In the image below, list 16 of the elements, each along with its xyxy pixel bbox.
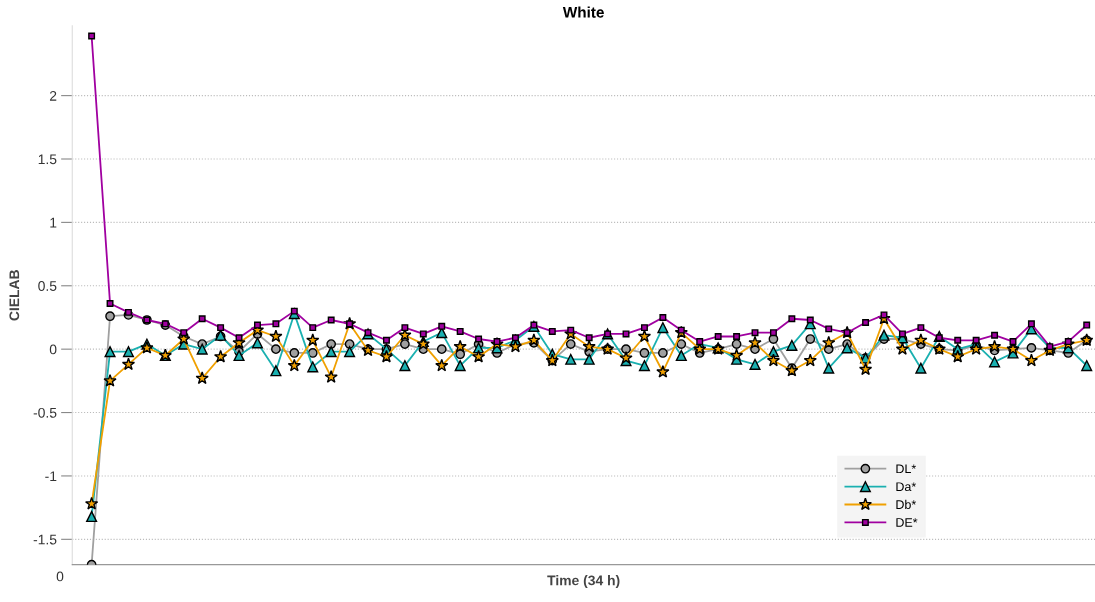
y-tick-label: 2 [49,90,57,101]
y-tick-label: 1.5 [38,154,57,165]
y-tick-label: -1.5 [33,534,57,545]
y-tick-label: -0.5 [33,407,57,418]
y-tick-label: 1 [50,217,57,228]
y-axis-title: CIELAB [9,270,20,321]
legend-label: Da* [896,482,917,492]
y-tick-label: 0.5 [38,281,57,291]
legend-label: DE* [896,518,918,527]
text: 0 [56,571,64,582]
legend-label: DL* [896,464,917,474]
legend-label: Db* [896,499,917,509]
y-tick-label: -1 [45,471,57,481]
y-tick-label: 0 [49,344,57,355]
chart-title: White [562,6,604,18]
x-axis-title: Time (34 h) [547,575,620,589]
